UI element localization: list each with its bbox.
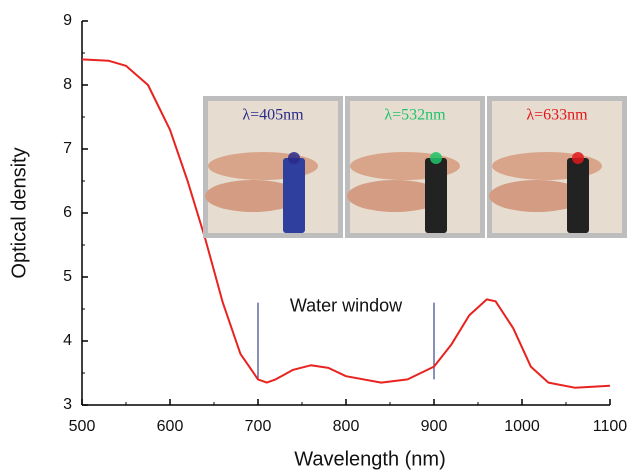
inset-label: λ=633nm <box>526 107 588 124</box>
laser-pointer <box>567 158 589 233</box>
inset-photo: λ=633nm <box>487 96 627 238</box>
chart: Wavelength (nm) Optical density 3 4 5 6 7 8 9 5… <box>0 0 634 473</box>
x-tick-label: 900 <box>421 418 448 435</box>
x-tick-label: 800 <box>333 418 360 435</box>
annotation-text: Water window <box>290 295 403 315</box>
laser-pointer <box>283 158 305 233</box>
x-axis-label: Wavelength (nm) <box>294 448 446 470</box>
x-tick-label: 600 <box>157 418 184 435</box>
x-tick-label: 700 <box>245 418 272 435</box>
y-tick-label: 7 <box>63 140 72 157</box>
y-tick-label: 3 <box>63 396 72 413</box>
y-tick-label: 6 <box>63 204 72 221</box>
laser-tip <box>430 152 442 164</box>
x-tick-label: 500 <box>69 418 96 435</box>
y-axis-label: Optical density <box>8 147 30 278</box>
x-tick-label: 1000 <box>504 418 540 435</box>
inset-photo: λ=532nm <box>345 96 485 238</box>
inset-label: λ=532nm <box>384 107 446 124</box>
y-tick-label: 9 <box>63 12 72 29</box>
inset-photo: λ=405nm <box>203 96 343 238</box>
y-tick-label: 5 <box>63 268 72 285</box>
laser-pointer <box>425 158 447 233</box>
y-tick-label: 4 <box>63 332 72 349</box>
y-tick-label: 8 <box>63 76 72 93</box>
inset-label: λ=405nm <box>242 107 304 124</box>
laser-tip <box>288 152 300 164</box>
laser-tip <box>572 152 584 164</box>
x-tick-label: 1100 <box>593 418 628 435</box>
